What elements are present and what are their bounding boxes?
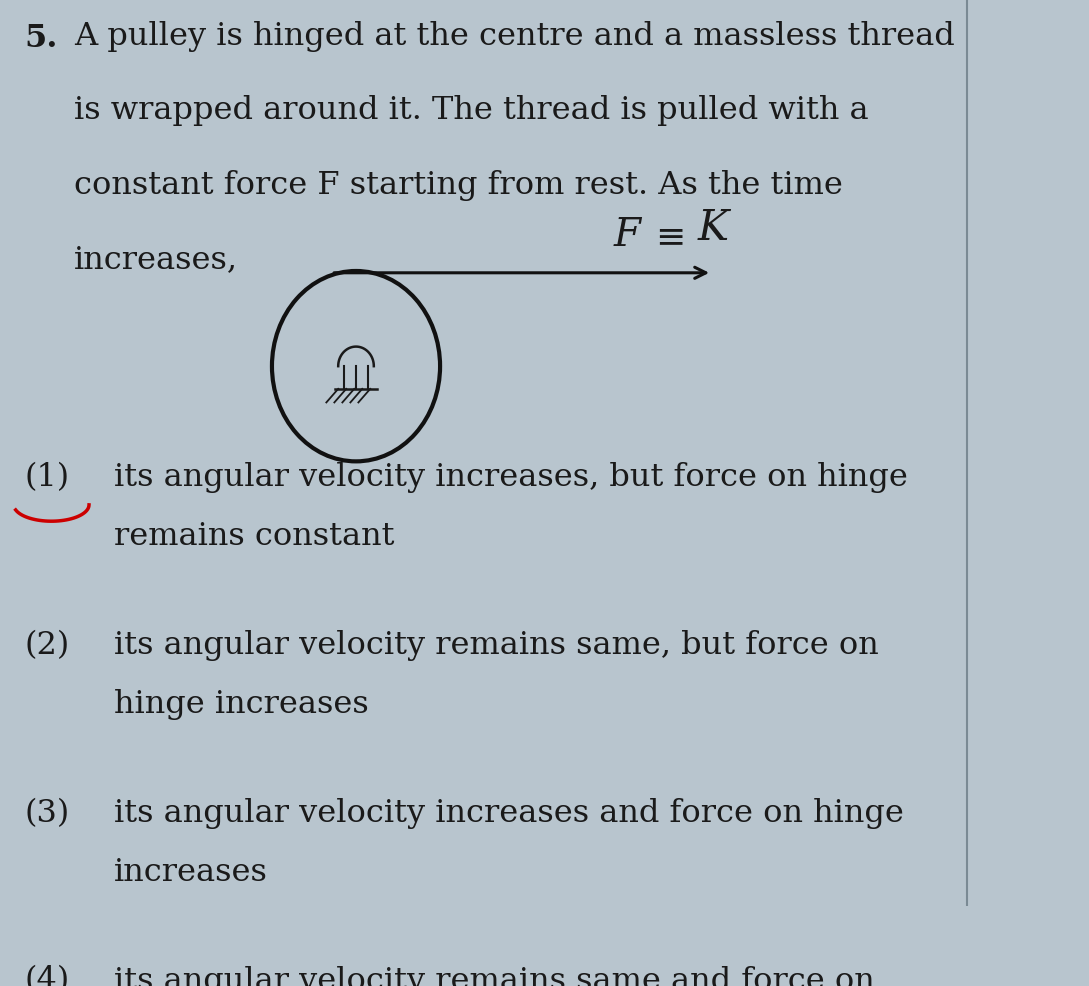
Text: F: F: [613, 217, 640, 253]
Text: ≡: ≡: [654, 220, 685, 253]
Text: (1): (1): [25, 461, 70, 493]
Text: K: K: [697, 207, 729, 249]
Text: its angular velocity remains same, but force on: its angular velocity remains same, but f…: [113, 629, 879, 661]
Text: (2): (2): [25, 629, 70, 661]
Text: hinge increases: hinge increases: [113, 688, 368, 719]
Text: constant force F starting from rest. As the time: constant force F starting from rest. As …: [74, 170, 843, 200]
Text: remains constant: remains constant: [113, 521, 394, 552]
Text: its angular velocity remains same and force on: its angular velocity remains same and fo…: [113, 964, 874, 986]
Text: (4): (4): [25, 964, 70, 986]
Text: is wrapped around it. The thread is pulled with a: is wrapped around it. The thread is pull…: [74, 95, 869, 126]
Text: increases,: increases,: [74, 244, 238, 274]
Text: its angular velocity increases and force on hinge: its angular velocity increases and force…: [113, 797, 904, 828]
Text: A pulley is hinged at the centre and a massless thread: A pulley is hinged at the centre and a m…: [74, 21, 955, 52]
Text: its angular velocity increases, but force on hinge: its angular velocity increases, but forc…: [113, 461, 907, 493]
Text: 5.: 5.: [25, 23, 58, 53]
Text: (3): (3): [25, 797, 70, 828]
Text: increases: increases: [113, 856, 268, 886]
